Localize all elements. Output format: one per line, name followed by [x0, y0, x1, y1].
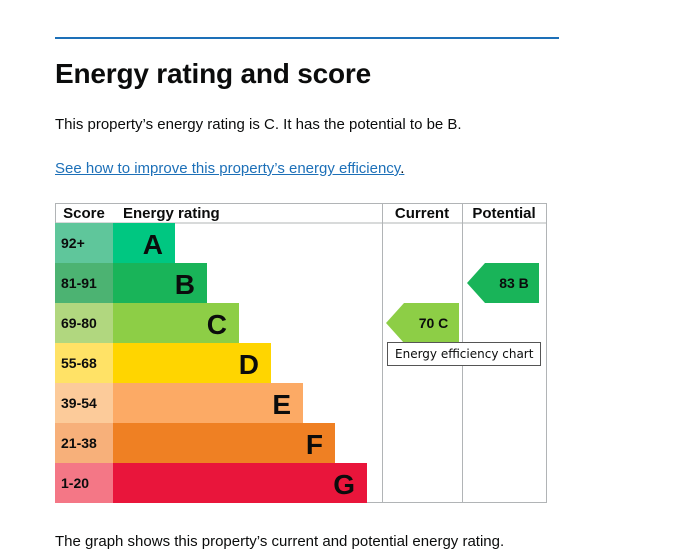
- rating-bar-g: [113, 463, 367, 503]
- rating-letter-f: F: [306, 429, 323, 460]
- improve-efficiency-link[interactable]: See how to improve this property’s energ…: [55, 160, 404, 177]
- graph-description: The graph shows this property’s current …: [55, 533, 505, 550]
- score-range-c: 69-80: [61, 315, 97, 331]
- rating-summary: This property’s energy rating is C. It h…: [55, 116, 462, 133]
- page-title: Energy rating and score: [55, 58, 371, 89]
- link-trailing-period: .: [400, 160, 405, 177]
- energy-efficiency-chart: Score Energy rating Current Potential 92+ A 81…: [55, 203, 547, 503]
- rating-bar-f: [113, 423, 335, 463]
- rating-letter-g: G: [333, 469, 355, 500]
- rating-letter-b: B: [175, 269, 195, 300]
- potential-rating-arrow: [467, 263, 539, 303]
- score-cell-f: [55, 423, 113, 463]
- rating-bar-b: [113, 263, 207, 303]
- improve-efficiency-link-text[interactable]: See how to improve this property’s energ…: [55, 160, 401, 177]
- score-cell-a: [55, 223, 113, 263]
- score-range-g: 1-20: [61, 475, 89, 491]
- rating-letter-e: E: [272, 389, 291, 420]
- rating-letter-a: A: [143, 229, 163, 260]
- rating-bar-e: [113, 383, 303, 423]
- rating-letter-c: C: [207, 309, 227, 340]
- rating-bar-a: [113, 223, 175, 263]
- current-rating-arrow: [386, 303, 459, 343]
- score-range-a: 92+: [61, 235, 85, 251]
- rating-letter-d: D: [239, 349, 259, 380]
- rating-bar-c: [113, 303, 239, 343]
- score-cell-b: [55, 263, 113, 303]
- chart-tooltip: Energy efficiency chart: [387, 342, 542, 366]
- score-cell-e: [55, 383, 113, 423]
- column-header-potential: Potential: [472, 205, 535, 222]
- current-rating-label: 70 C: [419, 315, 449, 331]
- score-cell-d: [55, 343, 113, 383]
- score-range-b: 81-91: [61, 275, 97, 291]
- column-header-energy-rating: Energy rating: [123, 205, 220, 222]
- rating-bar-d: [113, 343, 271, 383]
- potential-rating-label: 83 B: [499, 275, 529, 291]
- column-header-score: Score: [63, 205, 105, 222]
- score-range-f: 21-38: [61, 435, 97, 451]
- energy-efficiency-chart-svg: Score Energy rating Current Potential 92+ A 81…: [55, 203, 547, 503]
- score-cell-c: [55, 303, 113, 343]
- section-divider: [55, 37, 559, 39]
- score-range-e: 39-54: [61, 395, 97, 411]
- score-range-d: 55-68: [61, 355, 97, 371]
- score-cell-g: [55, 463, 113, 503]
- column-header-current: Current: [395, 205, 449, 222]
